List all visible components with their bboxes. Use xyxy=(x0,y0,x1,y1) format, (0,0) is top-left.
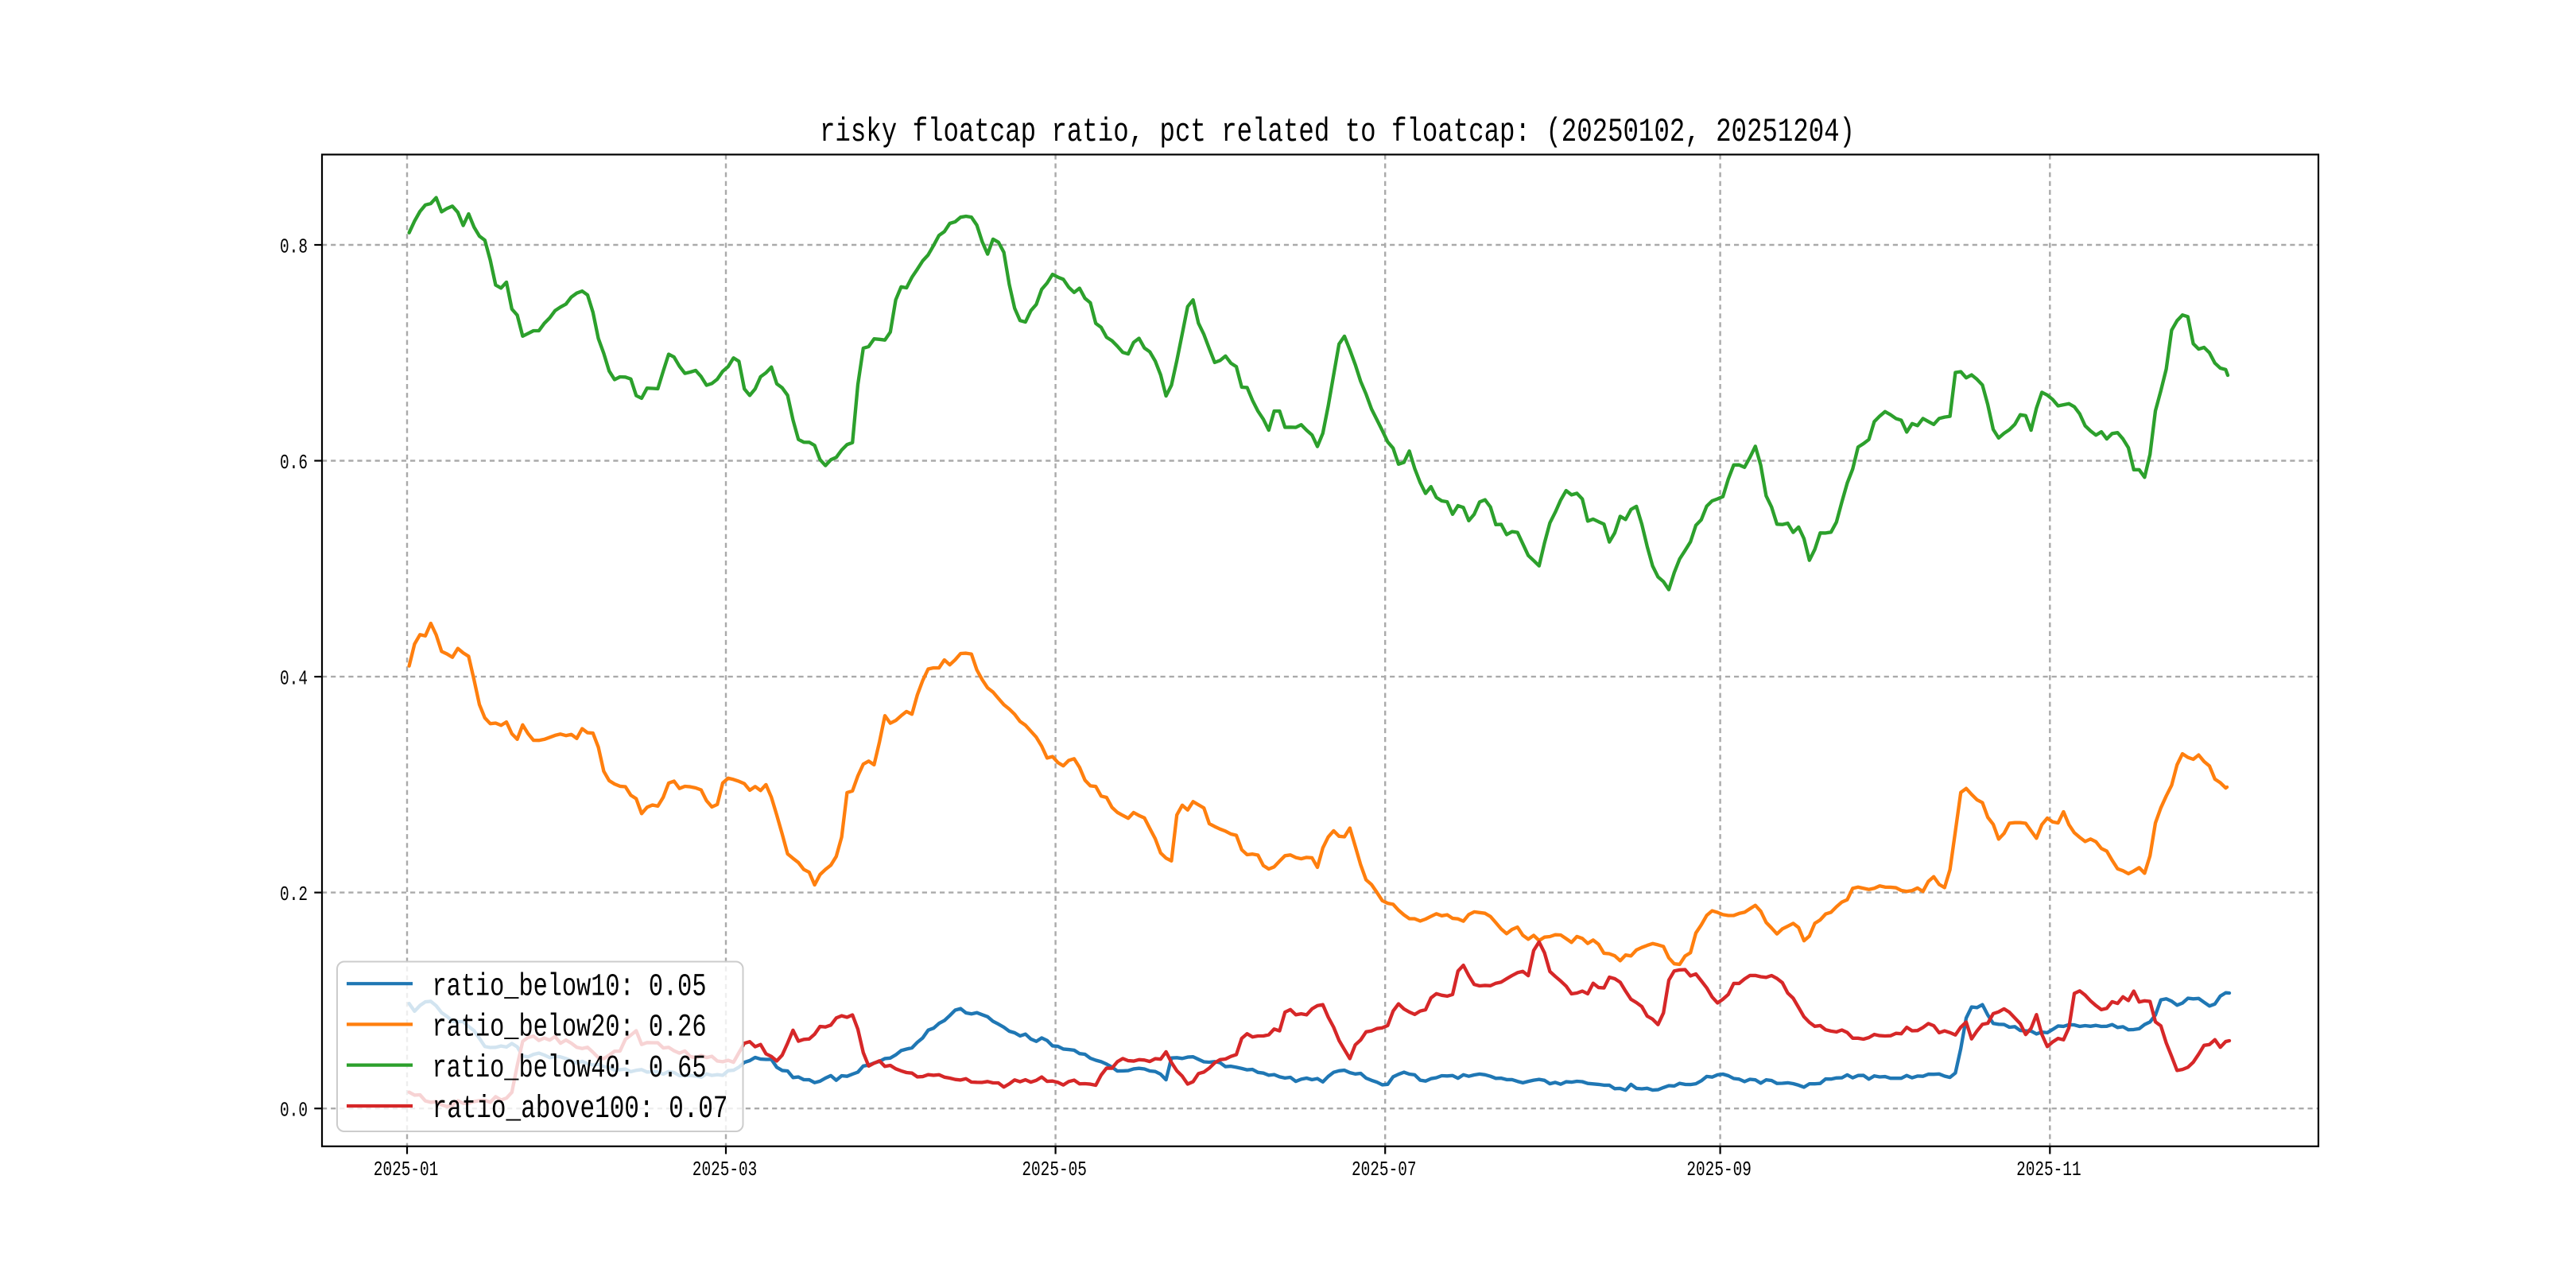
svg-text:risky floatcap ratio, pct rela: risky floatcap ratio, pct related to flo… xyxy=(820,113,1855,151)
svg-text:0.2: 0.2 xyxy=(280,883,308,906)
svg-text:2025-03: 2025-03 xyxy=(692,1158,758,1181)
svg-text:2025-05: 2025-05 xyxy=(1022,1158,1087,1181)
svg-text:ratio_above100: 0.07: ratio_above100: 0.07 xyxy=(433,1092,728,1127)
svg-text:ratio_below10: 0.05: ratio_below10: 0.05 xyxy=(433,969,707,1005)
svg-text:0.6: 0.6 xyxy=(280,451,308,475)
svg-text:2025-01: 2025-01 xyxy=(374,1158,439,1181)
svg-text:2025-11: 2025-11 xyxy=(2016,1158,2081,1181)
svg-text:2025-07: 2025-07 xyxy=(1352,1158,1417,1181)
svg-text:ratio_below20: 0.26: ratio_below20: 0.26 xyxy=(433,1011,707,1046)
svg-text:2025-09: 2025-09 xyxy=(1686,1158,1752,1181)
svg-text:0.0: 0.0 xyxy=(280,1099,308,1123)
svg-text:0.4: 0.4 xyxy=(280,667,308,691)
svg-text:ratio_below40: 0.65: ratio_below40: 0.65 xyxy=(433,1051,707,1087)
svg-text:0.8: 0.8 xyxy=(280,235,308,259)
